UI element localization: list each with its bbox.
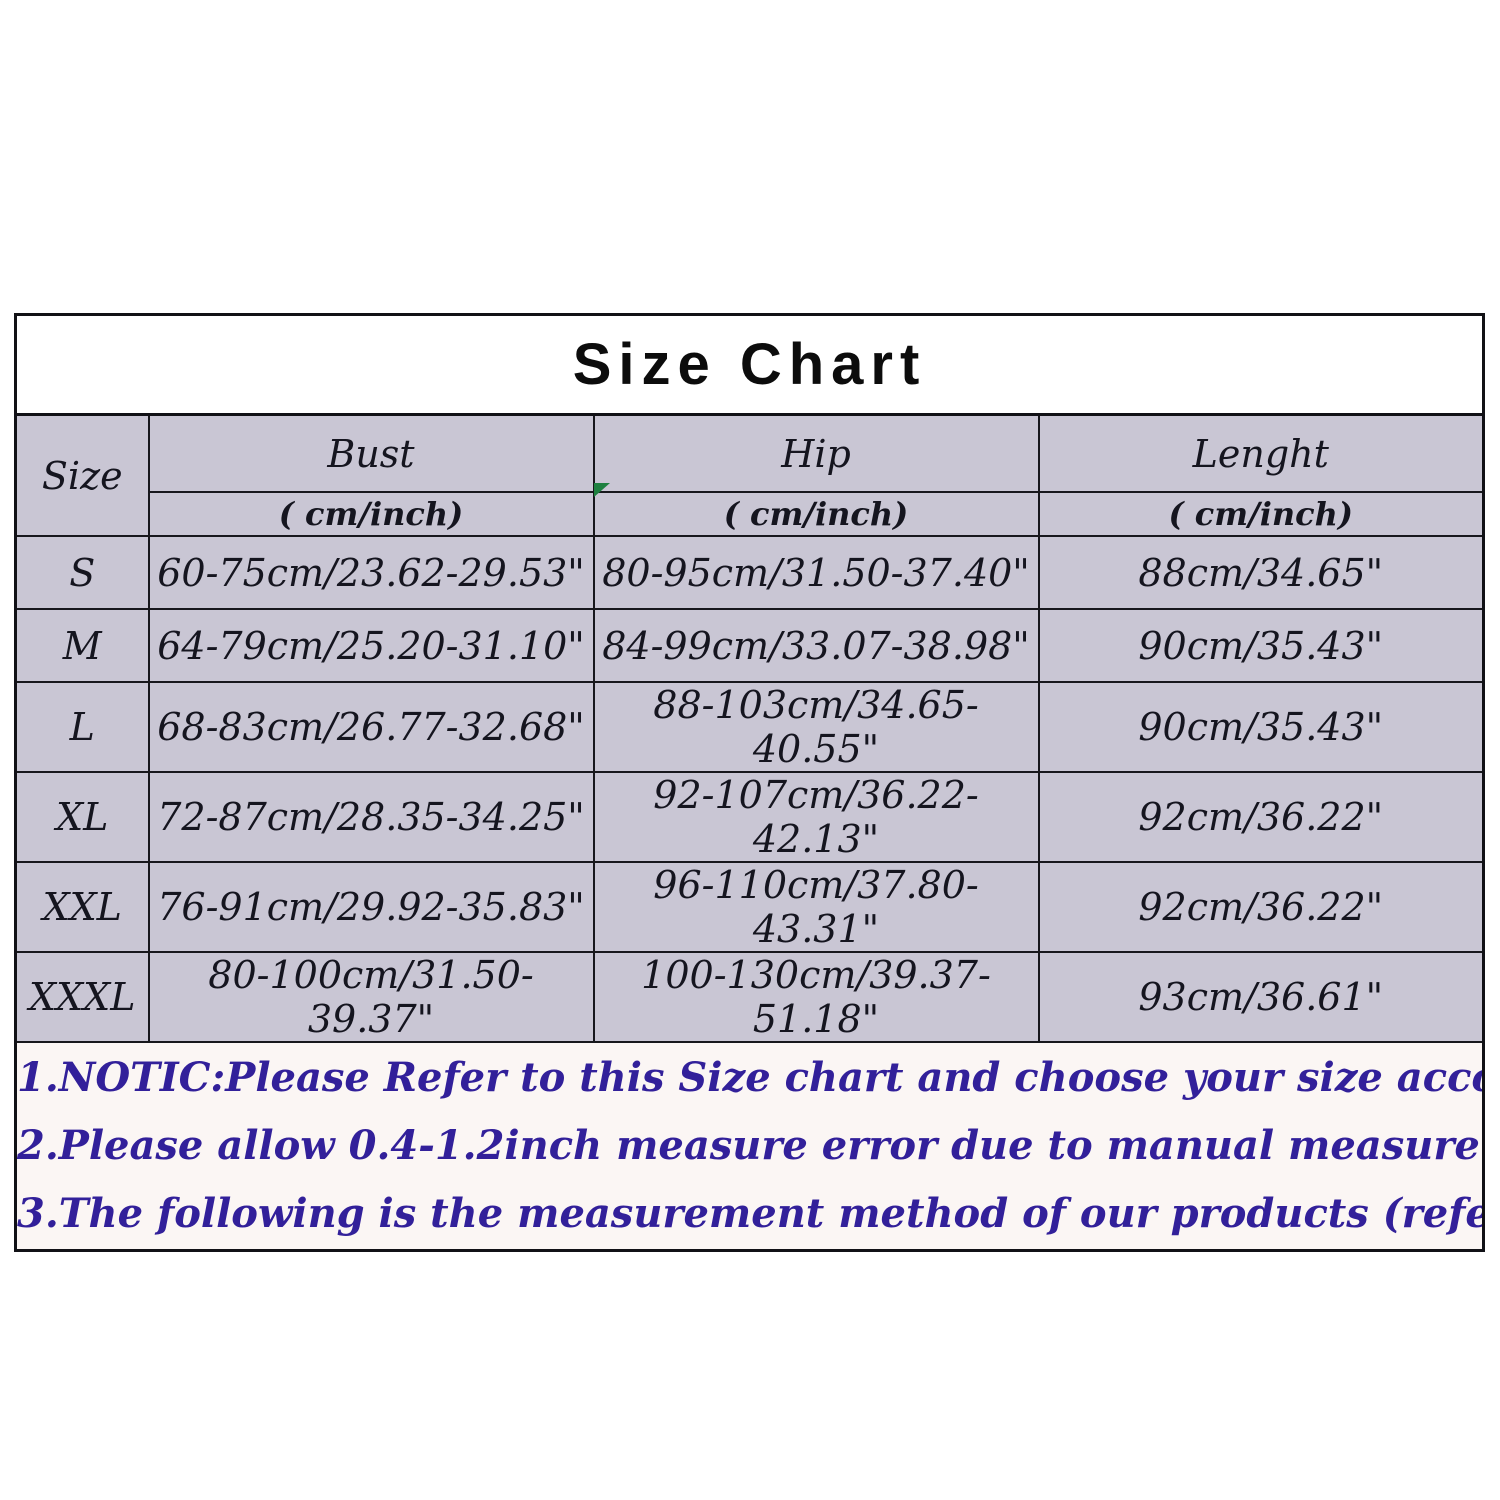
size-cell: XXXL [14,951,150,1043]
size-cell: XXL [14,861,150,953]
length-cell: 90cm/35.43" [1037,608,1485,683]
bust-cell: 64-79cm/25.20-31.10" [147,608,595,683]
hip-cell: 92-107cm/36.22-42.13" [592,771,1040,863]
length-cell: 92cm/36.22" [1037,861,1485,953]
col-header-length: Lenght [1037,413,1485,493]
col-header-size: Size [14,413,150,537]
title-cell: Size Chart [14,313,1485,416]
note-line-1: 1.NOTIC:Please Refer to this Size chart … [17,1054,1482,1101]
length-cell: 90cm/35.43" [1037,681,1485,773]
page-title: Size Chart [572,332,927,397]
size-chart-table: Size Chart Size Bust Hip Lenght ( cm/inc… [14,313,1486,1252]
unit-row: ( cm/inch) ( cm/inch) ( cm/inch) [16,491,1485,537]
size-cell: L [14,681,150,773]
size-cell: XL [14,771,150,863]
length-cell: 92cm/36.22" [1037,771,1485,863]
hip-cell: 84-99cm/33.07-38.98" [592,608,1040,683]
table-row-m: M 64-79cm/25.20-31.10" 84-99cm/33.07-38.… [14,608,1485,683]
header-row: Size Bust Hip Lenght [14,413,1485,537]
table-row-s: S 60-75cm/23.62-29.53" 80-95cm/31.50-37.… [14,535,1485,610]
unit-length: ( cm/inch) [1037,491,1485,537]
unit-hip: ( cm/inch) [592,491,1040,537]
bust-cell: 68-83cm/26.77-32.68" [147,681,595,773]
unit-bust: ( cm/inch) [147,491,595,537]
note-line-3: 3.The following is the measurement metho… [17,1190,1484,1237]
col-header-hip: Hip [592,413,1040,493]
bust-cell: 72-87cm/28.35-34.25" [147,771,595,863]
col-header-bust: Bust [147,413,595,493]
bust-cell: 76-91cm/29.92-35.83" [147,861,595,953]
hip-cell: 100-130cm/39.37-51.18" [592,951,1040,1043]
size-cell: M [14,608,150,683]
table-row-xxl: XXL 76-91cm/29.92-35.83" 96-110cm/37.80-… [14,861,1485,953]
hip-cell: 96-110cm/37.80-43.31" [592,861,1040,953]
note-line-2: 2.Please allow 0.4-1.2inch measure error… [17,1122,1484,1169]
size-cell: S [14,535,150,610]
title-row: Size Chart [14,313,1485,416]
notes-cell: 1.NOTIC:Please Refer to this Size chart … [14,1041,1485,1252]
notes-row: 1.NOTIC:Please Refer to this Size chart … [14,1041,1485,1252]
table-row-l: L 68-83cm/26.77-32.68" 88-103cm/34.65-40… [14,681,1485,773]
hip-cell: 88-103cm/34.65-40.55" [592,681,1040,773]
bust-cell: 80-100cm/31.50-39.37" [147,951,595,1043]
length-cell: 88cm/34.65" [1037,535,1485,610]
table-row-xxxl: XXXL 80-100cm/31.50-39.37" 100-130cm/39.… [14,951,1485,1043]
bust-cell: 60-75cm/23.62-29.53" [147,535,595,610]
table-row-xl: XL 72-87cm/28.35-34.25" 92-107cm/36.22-4… [14,771,1485,863]
hip-cell: 80-95cm/31.50-37.40" [592,535,1040,610]
length-cell: 93cm/36.61" [1037,951,1485,1043]
